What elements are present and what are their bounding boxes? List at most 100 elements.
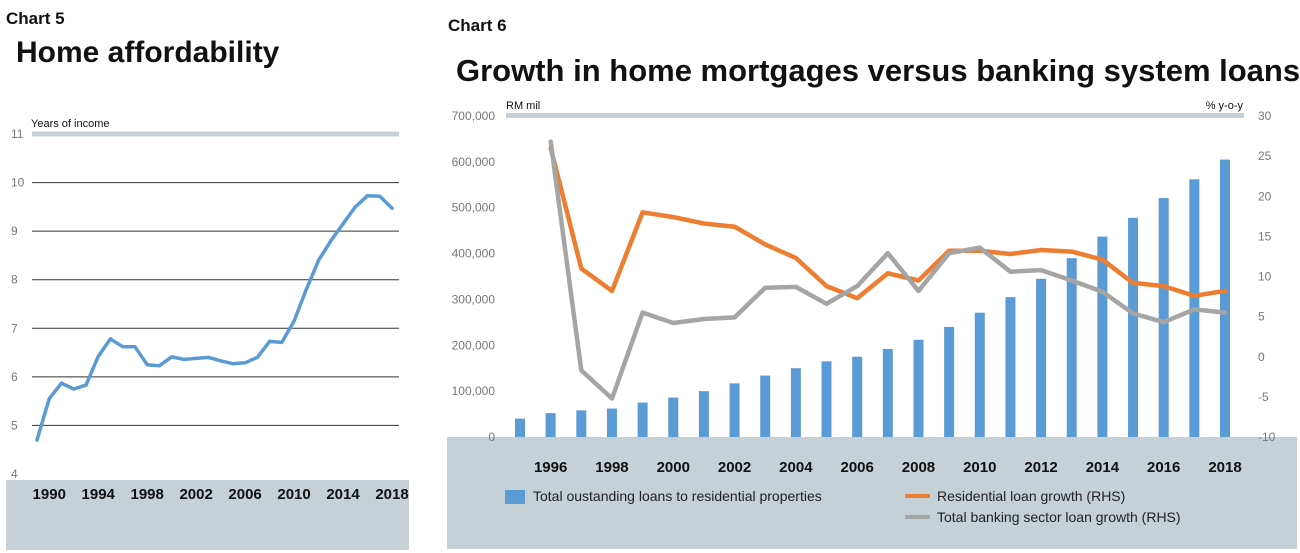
x-tick-label: 2016 (1147, 459, 1180, 476)
left-tick-label: 600,000 (452, 155, 496, 169)
growth-point (1161, 284, 1166, 289)
chart5-number: Chart 5 (6, 9, 65, 28)
affordability-point (365, 193, 370, 198)
chart6-right-axis-label: % y-o-y (1206, 100, 1244, 112)
residential-loan-bar (1036, 278, 1047, 437)
chart5-x-ticks: 1990 1994 1998 2002 2006 2010 2014 2018 (33, 486, 409, 503)
y-tick-label: 6 (11, 370, 18, 384)
affordability-point (243, 361, 247, 365)
left-tick-label: 400,000 (452, 247, 496, 261)
growth-point (1100, 289, 1105, 294)
residential-loan-bar (974, 312, 985, 437)
x-tick-label: 1990 (33, 486, 66, 503)
growth-point (548, 146, 553, 151)
residential-loan-bar (545, 413, 556, 437)
affordability-point (280, 340, 284, 345)
chart5-series (35, 193, 394, 442)
chart6-x-ticks: 1996 1998 2000 2002 2004 2006 2008 2010 2012 2014… (534, 459, 1242, 476)
affordability-point (108, 337, 113, 341)
growth-point (977, 245, 982, 250)
growth-line (548, 139, 1228, 401)
growth-point (1069, 249, 1074, 254)
y-tick-label: 8 (11, 273, 18, 287)
affordability-point (329, 239, 333, 243)
affordability-point (206, 355, 211, 360)
right-tick-label: 15 (1258, 229, 1272, 243)
affordability-point (59, 381, 64, 385)
residential-loan-bar (760, 375, 771, 437)
right-tick-label: -10 (1258, 430, 1276, 444)
residential-loan-bar (913, 339, 924, 437)
residential-loan-bar (882, 348, 893, 437)
growth-point (947, 248, 952, 253)
gridline-top (32, 131, 399, 137)
affordability-point (120, 345, 125, 349)
affordability-point (72, 387, 76, 391)
growth-point (579, 266, 584, 271)
affordability-point (255, 355, 260, 360)
growth-point (916, 278, 921, 283)
residential-loan-bar (1066, 258, 1077, 437)
affordability-point (84, 383, 88, 387)
right-tick-label: 20 (1258, 189, 1272, 203)
chart6-left-axis-label: RM mil (506, 100, 540, 112)
residential-loan-bar (1158, 198, 1169, 437)
affordability-point (182, 357, 186, 362)
growth-point (916, 288, 921, 293)
right-tick-label: -5 (1258, 390, 1269, 404)
growth-line (548, 145, 1228, 301)
x-tick-label: 1996 (534, 459, 567, 476)
growth-point (855, 296, 860, 301)
growth-point (609, 396, 614, 401)
x-tick-label: 2018 (375, 486, 408, 503)
affordability-point (316, 258, 321, 262)
growth-point (1131, 280, 1136, 285)
residential-loan-bar (821, 361, 832, 437)
chart5-gridlines (32, 131, 399, 426)
legend-label: Residential loan growth (RHS) (937, 488, 1125, 504)
affordability-point (378, 194, 382, 198)
affordability-line (35, 193, 394, 442)
growth-point (1161, 320, 1166, 325)
y-tick-label: 7 (11, 321, 18, 335)
x-tick-label: 2008 (902, 459, 935, 476)
residential-loan-bar (576, 410, 587, 437)
y-tick-label: 9 (11, 224, 18, 238)
growth-point (609, 288, 614, 293)
residential-loan-bar (729, 383, 740, 437)
affordability-point (341, 222, 345, 226)
x-tick-label: 2010 (277, 486, 310, 503)
chart6-bar-series (515, 159, 1230, 438)
affordability-point (292, 319, 296, 323)
growth-point (885, 251, 890, 256)
residential-loan-bar (852, 356, 863, 437)
growth-point (793, 256, 798, 261)
growth-point (1039, 268, 1044, 273)
growth-point (640, 310, 645, 315)
chart6-right-ticks: -10 -5 0 5 10 15 20 25 30 (1258, 109, 1276, 444)
growth-point (947, 251, 952, 256)
affordability-point (194, 356, 198, 361)
left-tick-label: 300,000 (452, 292, 496, 306)
growth-point (855, 284, 860, 289)
growth-point (701, 317, 706, 322)
y-tick-label: 11 (11, 127, 24, 141)
x-tick-label: 2000 (657, 459, 690, 476)
growth-point (671, 321, 676, 326)
growth-point (1192, 307, 1197, 312)
affordability-point (133, 345, 137, 349)
growth-point (640, 210, 645, 215)
residential-loan-bar (668, 397, 679, 437)
affordability-point (353, 205, 357, 209)
home-affordability-chart: Chart 5 Home affordability 4 5 6 7 8 9 10 11 Ye… (6, 9, 409, 550)
growth-point (824, 284, 829, 289)
x-tick-label: 2002 (718, 459, 751, 476)
growth-point (793, 284, 798, 289)
residential-loan-bar (1128, 217, 1139, 437)
legend-label: Total banking sector loan growth (RHS) (937, 509, 1181, 525)
y-tick-label: 5 (11, 418, 18, 432)
growth-point (671, 215, 676, 220)
chart5-title: Home affordability (16, 36, 280, 69)
growth-point (1039, 248, 1044, 253)
affordability-point (390, 206, 394, 211)
